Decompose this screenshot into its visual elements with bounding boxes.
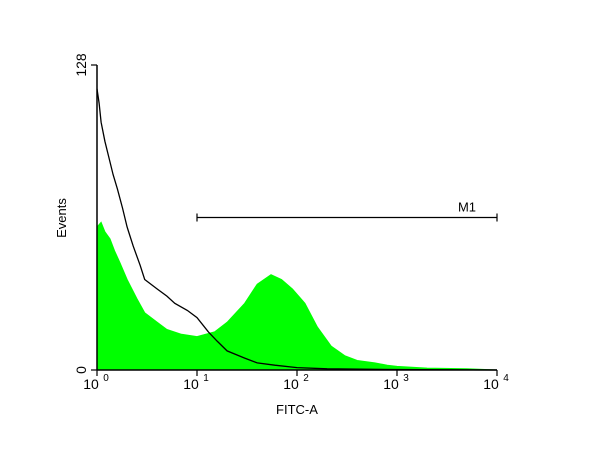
- x-tick-exponent: 1: [203, 373, 209, 384]
- marker-bar: M1: [196, 200, 498, 222]
- x-tick-label: 10: [383, 376, 399, 392]
- series-0-area: [96, 221, 498, 371]
- x-axis-title: FITC-A: [276, 402, 318, 417]
- y-axis-title: Events: [54, 198, 69, 238]
- series-1-line: [96, 88, 498, 371]
- series-fill-layer: [96, 221, 498, 371]
- x-tick-exponent: 3: [403, 373, 409, 384]
- marker-label: M1: [458, 200, 476, 215]
- y-ticks: [91, 64, 97, 371]
- series-line-layer: [96, 88, 498, 371]
- y-tick-label: 128: [73, 53, 89, 77]
- x-tick-label: 10: [183, 376, 199, 392]
- x-tick-labels: 10 0 10 1 10 2 10 3 10 4: [83, 373, 509, 392]
- y-tick-labels: 0 128: [73, 53, 89, 374]
- y-tick-label: 0: [73, 366, 89, 374]
- x-tick-exponent: 4: [503, 373, 509, 384]
- x-tick-label: 10: [483, 376, 499, 392]
- x-ticks: [96, 370, 498, 376]
- x-tick-exponent: 2: [303, 373, 309, 384]
- x-tick-exponent: 0: [103, 373, 109, 384]
- x-tick-label: 10: [283, 376, 299, 392]
- x-tick-label: 10: [83, 376, 99, 392]
